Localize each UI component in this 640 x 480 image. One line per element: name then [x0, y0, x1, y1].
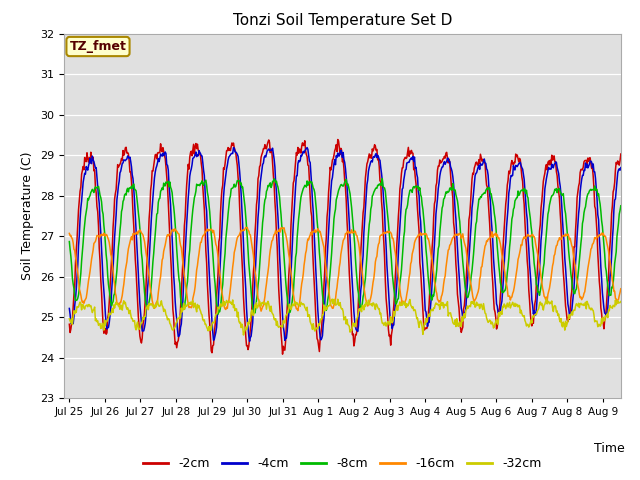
-8cm: [76, 286, 83, 291]
-16cm: [413, 234, 421, 240]
-16cm: [430, 271, 438, 276]
Line: -2cm: -2cm: [69, 140, 621, 354]
-16cm: [257, 308, 265, 314]
Line: -16cm: -16cm: [69, 228, 621, 311]
-2cm: [132, 268, 140, 274]
-2cm: [413, 207, 421, 213]
-2cm: [617, 151, 625, 157]
-8cm: [617, 203, 625, 209]
-2cm: [430, 215, 438, 220]
-2cm: [188, 153, 196, 158]
-32cm: [617, 299, 625, 304]
-16cm: [617, 286, 625, 292]
-4cm: [218, 240, 225, 246]
-4cm: [430, 254, 438, 260]
-4cm: [65, 306, 73, 312]
-4cm: [413, 175, 421, 180]
-2cm: [334, 137, 342, 143]
-32cm: [413, 316, 420, 322]
Line: -32cm: -32cm: [69, 299, 621, 335]
-16cm: [218, 285, 225, 291]
Legend: -2cm, -4cm, -8cm, -16cm, -32cm: -2cm, -4cm, -8cm, -16cm, -32cm: [138, 452, 547, 475]
-16cm: [65, 230, 73, 236]
-4cm: [246, 338, 253, 344]
-8cm: [132, 188, 140, 193]
Y-axis label: Soil Temperature (C): Soil Temperature (C): [22, 152, 35, 280]
-16cm: [242, 225, 250, 230]
Text: TZ_fmet: TZ_fmet: [70, 40, 127, 53]
-32cm: [65, 316, 73, 322]
-8cm: [65, 239, 73, 244]
-8cm: [430, 293, 438, 299]
X-axis label: Time: Time: [595, 442, 625, 455]
-2cm: [218, 196, 225, 202]
-32cm: [239, 332, 247, 338]
-4cm: [188, 162, 196, 168]
-32cm: [429, 308, 436, 313]
-16cm: [76, 286, 83, 291]
-32cm: [218, 302, 225, 308]
-4cm: [76, 232, 83, 238]
-2cm: [76, 198, 83, 204]
-8cm: [214, 311, 222, 317]
-32cm: [188, 299, 196, 305]
-16cm: [188, 303, 196, 309]
-8cm: [188, 215, 196, 221]
-32cm: [76, 301, 83, 307]
-16cm: [132, 230, 140, 236]
-2cm: [278, 351, 286, 357]
-8cm: [413, 185, 421, 191]
Line: -8cm: -8cm: [69, 179, 621, 314]
Title: Tonzi Soil Temperature Set D: Tonzi Soil Temperature Set D: [233, 13, 452, 28]
-2cm: [65, 322, 73, 327]
-4cm: [617, 165, 625, 170]
-32cm: [132, 327, 140, 333]
-4cm: [132, 228, 140, 233]
-32cm: [543, 296, 550, 301]
Line: -4cm: -4cm: [69, 147, 621, 341]
-8cm: [218, 287, 226, 293]
-4cm: [303, 144, 311, 150]
-8cm: [378, 176, 386, 181]
